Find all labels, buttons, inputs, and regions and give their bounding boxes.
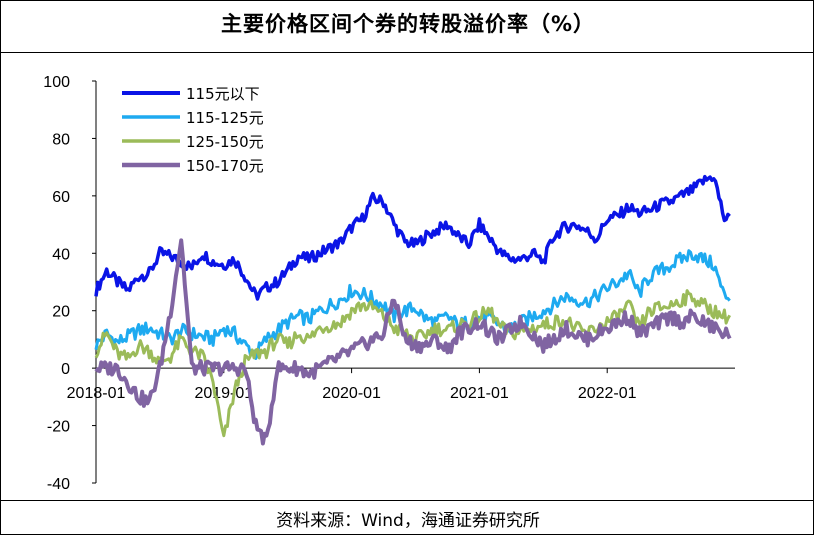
y-tick-label: 20 bbox=[52, 304, 70, 321]
y-tick-label: -20 bbox=[47, 419, 70, 436]
legend-label: 150-170元 bbox=[186, 157, 264, 175]
source-divider bbox=[0, 500, 814, 501]
y-tick-label: 80 bbox=[52, 131, 70, 148]
x-tick-label: 2022-01 bbox=[578, 385, 637, 402]
y-tick-label: 40 bbox=[52, 246, 70, 263]
x-tick-label: 2021-01 bbox=[450, 385, 509, 402]
x-tick-label: 2020-01 bbox=[322, 385, 381, 402]
y-tick-label: -40 bbox=[47, 476, 70, 493]
series-line-2 bbox=[94, 249, 731, 360]
series-line-1 bbox=[94, 174, 731, 301]
series-layer bbox=[94, 174, 732, 446]
chart-title: 主要价格区间个券的转股溢价率（%） bbox=[220, 12, 596, 36]
legend-label: 115-125元 bbox=[186, 109, 264, 127]
legend: 115元以下 115-125元 125-150元 150-170元 bbox=[122, 85, 264, 175]
axes: 100 80 60 40 20 0 -20 -40 2018-01 2019-01 2020-01 2… bbox=[43, 74, 735, 493]
series-line-3 bbox=[94, 289, 732, 438]
y-tick-label: 100 bbox=[43, 74, 70, 91]
title-divider bbox=[0, 52, 814, 53]
x-tick-label: 2018-01 bbox=[67, 385, 126, 402]
source-note: 资料来源：Wind，海通证券研究所 bbox=[276, 511, 540, 531]
x-tick-label: 2019-01 bbox=[194, 385, 253, 402]
y-tick-label: 0 bbox=[61, 361, 70, 378]
series-line-4 bbox=[94, 238, 732, 446]
legend-label: 115元以下 bbox=[186, 85, 260, 103]
y-tick-label: 60 bbox=[52, 189, 70, 206]
legend-label: 125-150元 bbox=[186, 133, 264, 151]
